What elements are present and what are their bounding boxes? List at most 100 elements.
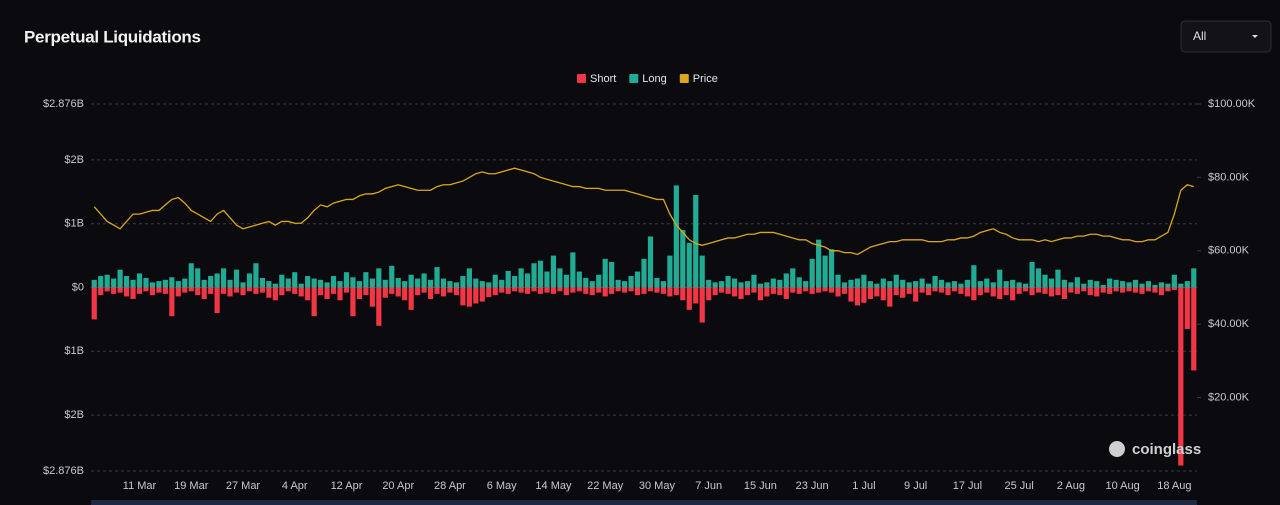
- bar: [1184, 281, 1190, 288]
- bar: [208, 276, 214, 288]
- dropdown[interactable]: All: [1180, 20, 1272, 53]
- bar: [524, 287, 531, 294]
- bar: [822, 287, 828, 292]
- bar: [143, 277, 149, 288]
- bar: [324, 287, 330, 299]
- bar: [725, 287, 731, 294]
- bar: [1003, 287, 1009, 296]
- bar: [292, 272, 298, 288]
- bar: [796, 277, 802, 288]
- bar: [803, 281, 809, 288]
- bar: [848, 287, 854, 302]
- bar: [531, 263, 537, 288]
- bar: [854, 287, 861, 306]
- bar: [803, 287, 809, 292]
- bar: [214, 273, 220, 288]
- bar: [777, 279, 783, 288]
- bar: [395, 287, 401, 297]
- bar: [841, 287, 848, 294]
- bar: [609, 261, 615, 288]
- bar: [427, 287, 434, 299]
- bar: [828, 249, 835, 288]
- x-tick-label: 12 Apr: [331, 480, 363, 492]
- x-tick-label: 28 Apr: [434, 480, 466, 492]
- bar: [1061, 279, 1067, 288]
- bar: [997, 269, 1003, 288]
- bar: [964, 287, 970, 297]
- bar: [1055, 287, 1061, 296]
- bar: [667, 287, 673, 297]
- y-tick-label: $2B: [64, 154, 84, 166]
- bar: [790, 287, 796, 293]
- bar: [460, 276, 466, 288]
- bar: [563, 287, 569, 296]
- watermark-logo: [1109, 441, 1125, 457]
- bar: [143, 287, 149, 292]
- bar: [563, 274, 569, 288]
- bar: [693, 194, 699, 288]
- bar: [111, 278, 117, 288]
- bar: [240, 287, 246, 296]
- bar: [350, 287, 356, 317]
- bar: [971, 287, 977, 301]
- y2-tick-label: $20.00K: [1208, 392, 1250, 404]
- bar: [1152, 287, 1158, 293]
- bar: [828, 287, 835, 293]
- bar: [363, 272, 369, 288]
- bar: [343, 272, 350, 288]
- bar: [460, 287, 466, 306]
- bar: [861, 287, 867, 303]
- bar: [893, 287, 899, 296]
- bar: [382, 287, 388, 298]
- bar: [182, 287, 188, 293]
- bar: [654, 277, 660, 288]
- dropdown-value[interactable]: All: [1193, 29, 1206, 43]
- bar: [130, 279, 136, 288]
- bar: [609, 287, 615, 294]
- bar: [958, 287, 964, 294]
- bar: [1081, 283, 1087, 288]
- bar: [318, 279, 324, 288]
- bar: [925, 287, 932, 296]
- bar: [1107, 278, 1113, 288]
- dropdown-caret[interactable]: [1252, 35, 1258, 38]
- bar: [906, 287, 912, 294]
- bar: [395, 277, 401, 288]
- bar: [1081, 287, 1087, 292]
- y2-tick-label: $80.00K: [1208, 171, 1250, 183]
- bar: [402, 281, 408, 288]
- bar: [744, 287, 751, 296]
- dropdown-box[interactable]: [1180, 20, 1272, 53]
- bar: [272, 283, 278, 288]
- bar: [660, 287, 666, 294]
- bar: [550, 287, 557, 294]
- bar: [292, 287, 298, 294]
- bar: [266, 281, 272, 288]
- bar: [421, 287, 427, 293]
- bar: [997, 287, 1003, 299]
- bar: [208, 287, 214, 294]
- bar: [731, 287, 738, 297]
- bar: [1120, 281, 1126, 288]
- bar: [1184, 287, 1190, 329]
- bar: [738, 282, 744, 288]
- bar: [822, 255, 828, 288]
- watermark: coinglass: [1109, 441, 1201, 458]
- bar: [453, 287, 460, 296]
- bar: [641, 287, 647, 294]
- bar: [932, 287, 938, 292]
- bar: [389, 287, 395, 294]
- bar: [518, 287, 524, 293]
- bar: [738, 287, 744, 299]
- bar: [919, 278, 925, 288]
- bar: [686, 242, 692, 288]
- bar: [751, 274, 757, 288]
- bar: [1100, 284, 1106, 288]
- bar: [162, 287, 168, 294]
- bar: [136, 273, 143, 288]
- bar: [1048, 278, 1055, 288]
- bar: [602, 287, 608, 297]
- bar: [117, 287, 123, 293]
- legend-label: Long: [642, 73, 666, 85]
- x-tick-label: 15 Jun: [744, 480, 777, 492]
